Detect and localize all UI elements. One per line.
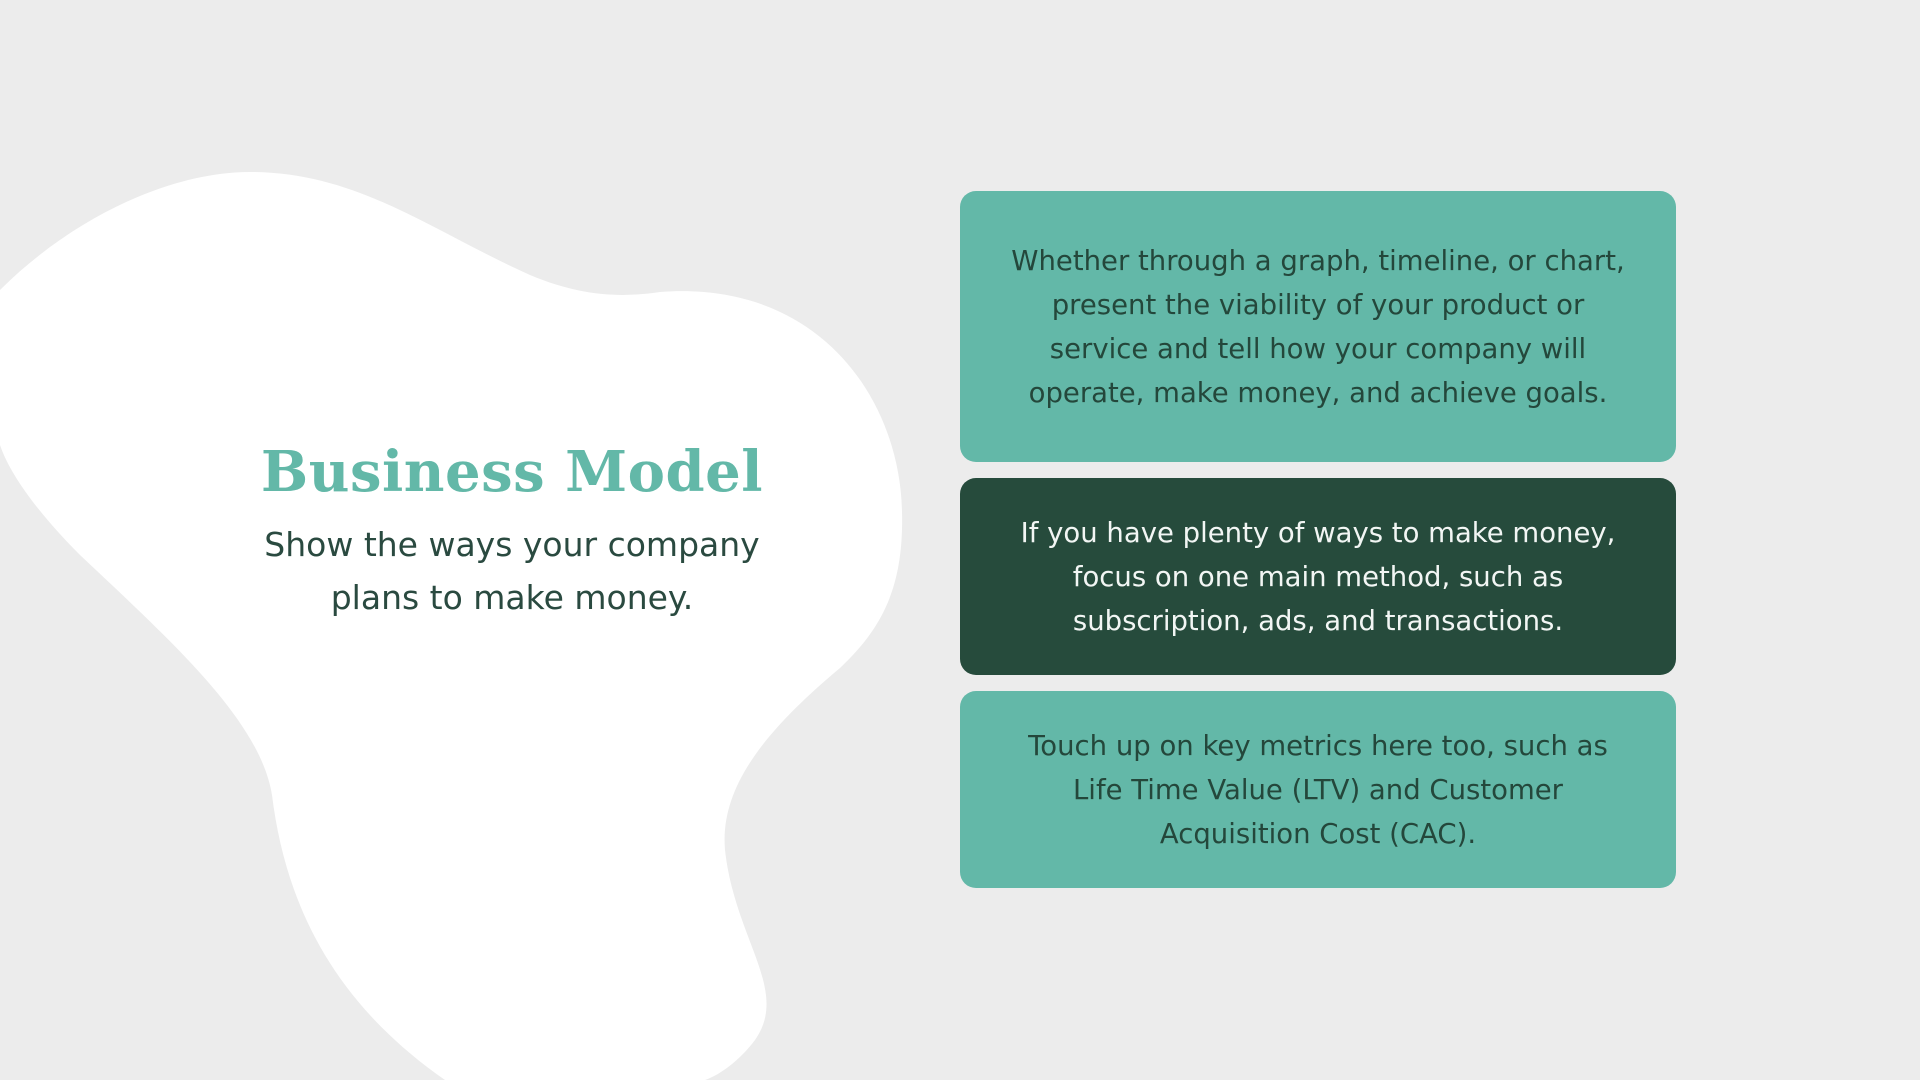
slide-subtitle: Show the ways your company plans to make… bbox=[264, 525, 760, 618]
info-card-text: Touch up on key metrics here too, such a… bbox=[1028, 729, 1608, 850]
info-card-text: Whether through a graph, timeline, or ch… bbox=[1011, 244, 1625, 409]
info-card-main-method: If you have plenty of ways to make money… bbox=[960, 478, 1676, 675]
slide-title: Business Model bbox=[260, 439, 764, 505]
info-card-text: If you have plenty of ways to make money… bbox=[1020, 516, 1616, 637]
info-card-key-metrics: Touch up on key metrics here too, such a… bbox=[960, 691, 1676, 888]
info-card-graph-timeline: Whether through a graph, timeline, or ch… bbox=[960, 191, 1676, 462]
title-block: Business Model Show the ways your compan… bbox=[200, 440, 824, 624]
